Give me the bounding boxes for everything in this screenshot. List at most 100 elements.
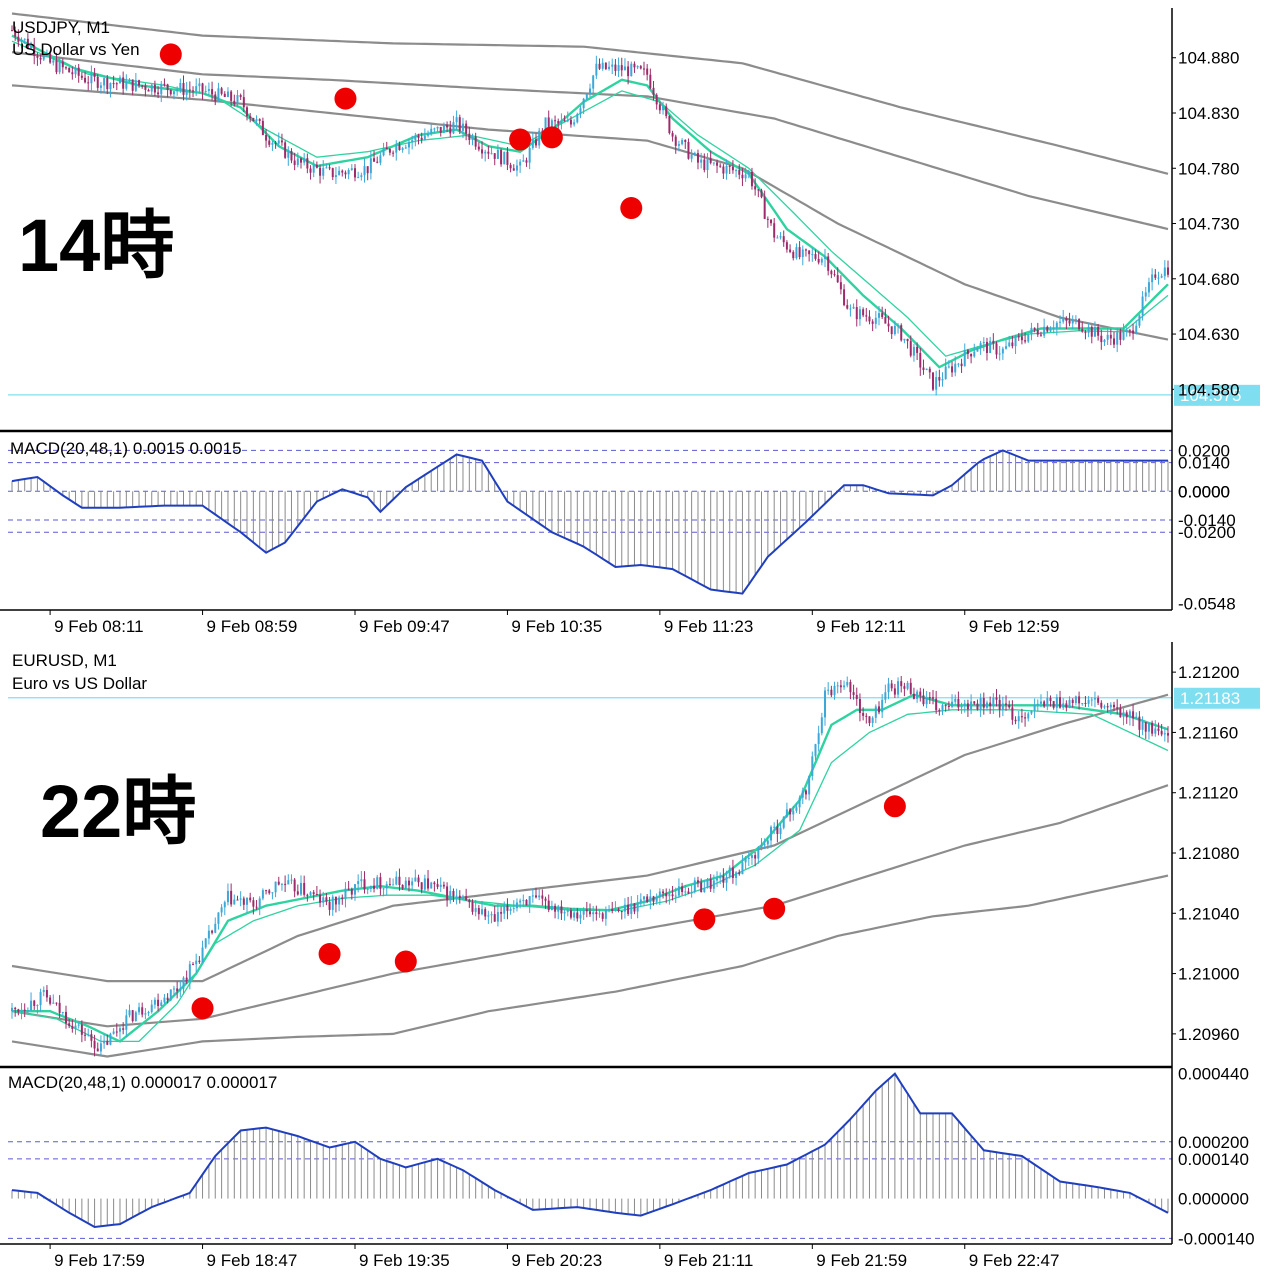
eurusd-candle-body — [827, 689, 830, 691]
usdjpy-candle-body — [598, 63, 601, 69]
eurusd-x-tick-label: 9 Feb 17:59 — [54, 1251, 145, 1270]
usdjpy-candle-body — [573, 122, 576, 125]
usdjpy-candle-body — [1154, 274, 1157, 278]
eurusd-candle-body — [747, 857, 750, 859]
eurusd-candle-body — [1093, 698, 1096, 700]
usdjpy-candle-body — [131, 79, 134, 91]
eurusd-candle-body — [99, 1043, 102, 1052]
eurusd-candle-body — [795, 807, 798, 811]
usdjpy-candle-body — [658, 104, 661, 111]
eurusd-candle-body — [957, 699, 960, 708]
eurusd-candle-body — [1055, 697, 1058, 708]
eurusd-candle-body — [944, 705, 947, 707]
eurusd-candle-body — [776, 826, 779, 835]
eurusd-candle-body — [1052, 701, 1055, 708]
eurusd-candle-body — [982, 698, 985, 708]
usdjpy-candle-body — [963, 350, 966, 367]
usdjpy-candle-body — [1109, 334, 1112, 339]
eurusd-candle-body — [919, 691, 922, 696]
usdjpy-candle-body — [80, 75, 83, 78]
eurusd-candle-body — [706, 879, 709, 889]
eurusd-candle-body — [49, 997, 52, 1004]
usdjpy-candle-body — [519, 161, 522, 166]
eurusd-candle-body — [36, 1005, 39, 1007]
eurusd-candle-body — [1059, 697, 1062, 708]
eurusd-y-tick-label: 1.21160 — [1178, 723, 1238, 742]
eurusd-candle-body — [598, 913, 601, 915]
eurusd-candle-body — [211, 930, 214, 933]
usdjpy-candle-body — [868, 316, 871, 322]
eurusd-y-tick-label: 1.20960 — [1178, 1025, 1239, 1044]
eurusd-candle-body — [376, 877, 379, 889]
usdjpy-candle-body — [681, 139, 684, 145]
eurusd-candle-body — [627, 904, 630, 914]
usdjpy-macd-y-tick-label: -0.0140 — [1178, 511, 1236, 530]
eurusd-candle-body — [1151, 722, 1154, 734]
eurusd-candle-body — [68, 1023, 71, 1027]
usdjpy-candle-body — [763, 197, 766, 219]
eurusd-candle-body — [188, 964, 191, 982]
eurusd-candle-body — [531, 895, 534, 897]
usdjpy-candle-body — [1033, 327, 1036, 330]
usdjpy-candle-body — [630, 63, 633, 77]
eurusd-candle-body — [916, 691, 919, 699]
usdjpy-candle-body — [103, 78, 106, 86]
eurusd-candle-body — [738, 872, 741, 875]
usdjpy-candle-body — [150, 84, 153, 92]
usdjpy-candle-body — [808, 250, 811, 255]
eurusd-candle-body — [17, 1009, 20, 1012]
eurusd-candle-body — [249, 897, 252, 901]
usdjpy-candle-body — [353, 168, 356, 178]
eurusd-candle-body — [744, 858, 747, 863]
eurusd-candle-body — [401, 884, 404, 889]
eurusd-candle-body — [862, 712, 865, 716]
eurusd-candle-body — [922, 695, 925, 705]
usdjpy-candle-body — [157, 92, 160, 95]
eurusd-candle-body — [1068, 699, 1071, 708]
usdjpy-symbol: USDJPY, M1 — [12, 18, 110, 37]
eurusd-candle-body — [496, 912, 499, 922]
eurusd-candle-body — [442, 884, 445, 887]
eurusd-candle-body — [233, 899, 236, 905]
usdjpy-candle-body — [919, 352, 922, 368]
usdjpy-candle-body — [395, 144, 398, 153]
usdjpy-candle-body — [1030, 327, 1033, 335]
eurusd-candle-body — [1084, 702, 1087, 704]
usdjpy-candle-body — [1100, 335, 1103, 343]
eurusd-y-tick-label: 1.21040 — [1178, 904, 1239, 923]
usdjpy-candle-body — [992, 340, 995, 344]
usdjpy-candle-body — [1106, 334, 1109, 340]
eurusd-candle-body — [1033, 704, 1036, 712]
usdjpy-y-tick-label: 104.780 — [1178, 159, 1239, 178]
eurusd-candle-body — [579, 914, 582, 919]
usdjpy-candle-body — [115, 83, 118, 85]
eurusd-candle-body — [55, 1002, 58, 1004]
eurusd-candle-body — [481, 909, 484, 915]
usdjpy-candle-body — [1046, 326, 1049, 332]
eurusd-candle-body — [760, 844, 763, 848]
usdjpy-candle-body — [341, 170, 344, 173]
eurusd-candle-body — [998, 699, 1001, 710]
eurusd-candle-body — [754, 855, 757, 859]
usdjpy-candle-body — [782, 236, 785, 243]
usdjpy-candle-body — [490, 153, 493, 155]
eurusd-candle-body — [398, 876, 401, 885]
eurusd-candle-body — [595, 912, 598, 915]
eurusd-candle-body — [668, 894, 671, 897]
usdjpy-candle-body — [11, 30, 13, 32]
usdjpy-candle-body — [258, 119, 261, 121]
usdjpy-candle-body — [433, 128, 436, 130]
eurusd-candle-body — [195, 960, 198, 965]
eurusd-candle-body — [849, 682, 852, 693]
usdjpy-candle-body — [792, 251, 795, 259]
usdjpy-candle-body — [388, 149, 391, 153]
usdjpy-candle-body — [1071, 320, 1074, 324]
eurusd-candle-body — [671, 894, 674, 897]
usdjpy-candle-body — [163, 83, 166, 85]
usdjpy-candle-body — [941, 379, 944, 381]
eurusd-candle-body — [979, 698, 982, 710]
eurusd-candle-body — [274, 881, 277, 893]
usdjpy-candle-body — [23, 38, 26, 40]
usdjpy-candle-body — [118, 77, 121, 84]
eurusd-candle-body — [172, 988, 175, 990]
